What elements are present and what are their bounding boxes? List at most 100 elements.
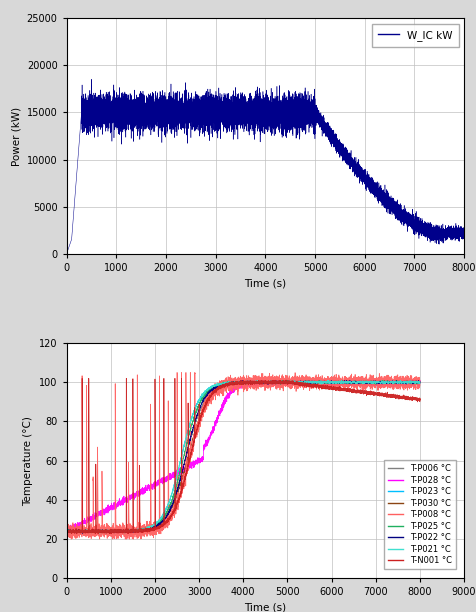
T-P008 °C	[64, 526, 69, 534]
T-N001 °C	[192, 435, 198, 442]
T-P025 °C	[212, 384, 218, 391]
X-axis label: Time (s): Time (s)	[244, 603, 287, 612]
T-P025 °C	[232, 379, 238, 387]
T-P021 °C	[212, 381, 218, 389]
T-P021 °C	[64, 529, 69, 536]
T-P006 °C	[92, 529, 98, 537]
T-P023 °C	[417, 379, 423, 386]
T-P023 °C	[232, 379, 238, 387]
T-P021 °C	[215, 381, 221, 388]
T-P006 °C	[389, 379, 395, 386]
T-P025 °C	[417, 379, 423, 387]
T-P030 °C	[417, 379, 423, 387]
T-P006 °C	[232, 380, 238, 387]
T-N001 °C	[326, 385, 331, 392]
T-P006 °C	[417, 379, 423, 386]
T-P022 °C	[347, 377, 353, 384]
T-P022 °C	[320, 379, 326, 387]
T-P025 °C	[394, 376, 400, 384]
T-P025 °C	[320, 378, 326, 385]
T-N001 °C	[345, 387, 350, 394]
T-P008 °C	[192, 369, 198, 376]
T-P025 °C	[122, 529, 128, 537]
T-P023 °C	[389, 379, 395, 386]
T-P006 °C	[64, 527, 69, 534]
T-P028 °C	[212, 420, 218, 428]
T-P021 °C	[417, 380, 423, 387]
T-P008 °C	[273, 373, 278, 381]
T-P008 °C	[345, 379, 350, 386]
T-P008 °C	[326, 378, 331, 385]
T-P023 °C	[64, 528, 69, 535]
T-N001 °C	[79, 375, 85, 382]
T-P006 °C	[407, 379, 412, 386]
T-P030 °C	[110, 529, 116, 537]
T-P030 °C	[321, 379, 327, 386]
T-P025 °C	[407, 379, 412, 386]
T-P021 °C	[232, 379, 238, 387]
T-N001 °C	[417, 397, 423, 405]
T-P022 °C	[215, 383, 221, 390]
T-P028 °C	[64, 531, 70, 538]
T-P006 °C	[316, 377, 321, 384]
T-P025 °C	[64, 529, 69, 536]
T-P028 °C	[417, 379, 423, 386]
T-P008 °C	[65, 536, 70, 543]
T-P028 °C	[243, 376, 248, 384]
Legend: W_IC kW: W_IC kW	[372, 24, 459, 47]
T-P021 °C	[389, 379, 395, 386]
T-P030 °C	[232, 379, 238, 386]
Line: T-P006 °C: T-P006 °C	[67, 381, 420, 533]
T-P030 °C	[407, 379, 412, 387]
T-P021 °C	[397, 377, 403, 384]
T-N001 °C	[92, 530, 98, 537]
T-P022 °C	[212, 385, 218, 392]
T-N001 °C	[288, 379, 294, 386]
T-P028 °C	[321, 379, 327, 386]
T-P006 °C	[212, 387, 218, 394]
Line: T-P008 °C: T-P008 °C	[67, 373, 420, 539]
Y-axis label: Temperature (°C): Temperature (°C)	[23, 416, 33, 506]
Line: T-P023 °C: T-P023 °C	[67, 380, 420, 533]
T-P023 °C	[407, 378, 412, 386]
T-P030 °C	[264, 376, 270, 384]
Line: T-P025 °C: T-P025 °C	[67, 380, 420, 533]
T-P021 °C	[407, 378, 412, 386]
T-P028 °C	[407, 378, 412, 386]
T-P023 °C	[320, 378, 326, 385]
Line: T-P022 °C: T-P022 °C	[67, 381, 420, 533]
T-P028 °C	[389, 378, 395, 386]
T-P021 °C	[320, 379, 326, 386]
T-P008 °C	[417, 376, 423, 384]
T-P028 °C	[64, 527, 69, 534]
T-P006 °C	[321, 379, 327, 386]
T-P023 °C	[212, 381, 218, 388]
X-axis label: Time (s): Time (s)	[244, 278, 287, 288]
T-N001 °C	[81, 529, 87, 537]
T-P022 °C	[407, 378, 412, 386]
T-P008 °C	[174, 369, 180, 376]
T-P030 °C	[64, 527, 69, 534]
T-P021 °C	[97, 529, 102, 537]
T-P023 °C	[68, 529, 73, 537]
T-P025 °C	[389, 379, 395, 387]
T-P028 °C	[232, 387, 238, 394]
T-P030 °C	[215, 384, 221, 392]
T-P022 °C	[232, 379, 238, 387]
Legend: T-P006 °C, T-P028 °C, T-P023 °C, T-P030 °C, T-P008 °C, T-P025 °C, T-P022 °C, T-P: T-P006 °C, T-P028 °C, T-P023 °C, T-P030 …	[384, 460, 456, 570]
T-P030 °C	[212, 388, 218, 395]
T-N001 °C	[273, 380, 278, 387]
T-N001 °C	[64, 528, 69, 535]
T-P008 °C	[288, 376, 294, 383]
T-P022 °C	[79, 529, 85, 537]
Y-axis label: Power (kW): Power (kW)	[11, 106, 21, 166]
T-P006 °C	[215, 384, 221, 392]
Line: T-N001 °C: T-N001 °C	[67, 378, 420, 534]
T-P025 °C	[215, 381, 221, 389]
T-P023 °C	[412, 376, 418, 384]
T-P022 °C	[389, 378, 395, 386]
T-P028 °C	[215, 411, 221, 419]
T-P023 °C	[215, 382, 221, 390]
Line: T-P021 °C: T-P021 °C	[67, 381, 420, 533]
T-P022 °C	[64, 528, 69, 535]
